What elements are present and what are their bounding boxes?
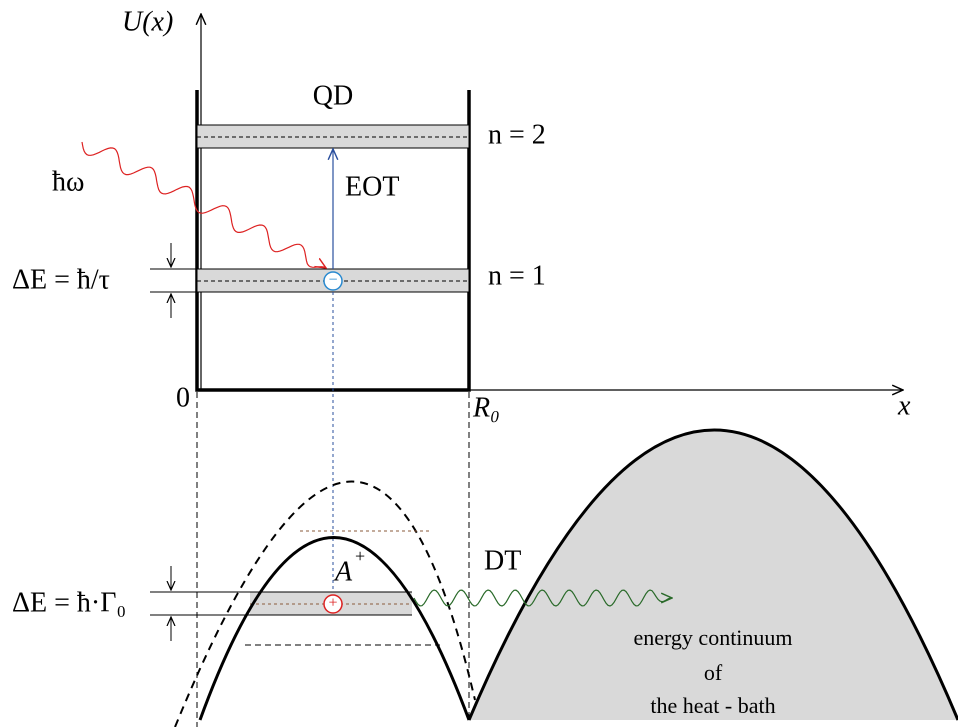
dt-label: DT — [484, 545, 521, 576]
acceptor-sup: + — [355, 546, 365, 566]
continuum-label: of — [704, 660, 723, 685]
photon-label: ħω — [52, 166, 84, 197]
level-label: n = 2 — [488, 119, 546, 150]
y-label: U(x) — [122, 6, 173, 37]
diagram: U(x) x 0 R₀ QD ħω EOT n = 2 n = 1 ΔE = ħ… — [0, 0, 958, 727]
origin: 0 — [176, 382, 190, 413]
charge: + — [328, 595, 337, 612]
width-label: ΔE = ħ/τ — [12, 264, 110, 295]
continuum-label: the heat - bath — [650, 693, 775, 718]
charge: − — [328, 272, 337, 289]
eot-label: EOT — [345, 171, 399, 202]
acceptor-label: A — [333, 556, 353, 587]
continuum-label: energy continuum — [633, 625, 792, 650]
level-label: n = 1 — [488, 260, 546, 291]
photon — [82, 142, 326, 268]
x-label: x — [897, 390, 911, 421]
well-edge: R₀ — [472, 392, 500, 423]
width-label: ΔE = ħ·Γ₀ — [12, 587, 126, 618]
qd-label: QD — [313, 80, 353, 111]
